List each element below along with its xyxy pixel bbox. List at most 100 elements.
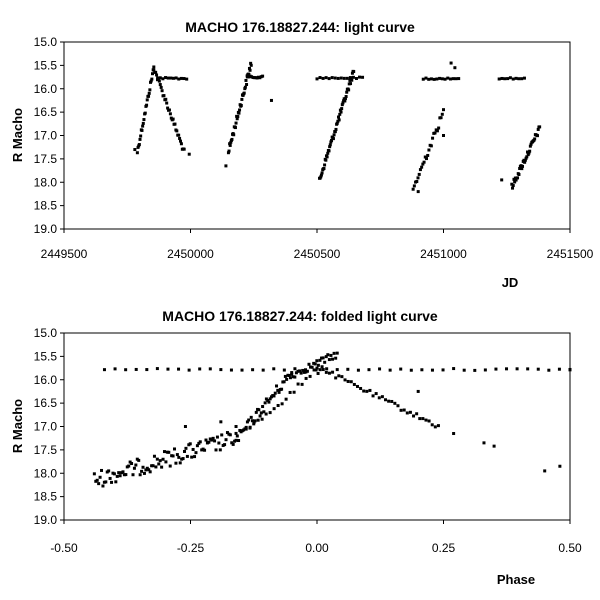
data-point: [304, 368, 307, 372]
data-point: [518, 166, 522, 170]
data-point: [169, 76, 173, 80]
data-point: [249, 415, 253, 419]
data-point: [267, 400, 271, 404]
data-point: [167, 450, 171, 454]
data-point: [238, 108, 242, 112]
data-point: [517, 77, 521, 81]
data-point: [344, 95, 348, 99]
data-point: [293, 375, 297, 379]
data-point: [240, 97, 244, 101]
data-point: [393, 401, 397, 405]
data-point: [130, 462, 134, 466]
data-point: [224, 438, 228, 442]
data-point: [198, 367, 202, 371]
data-point: [319, 173, 323, 177]
data-point: [517, 172, 521, 176]
data-point: [429, 144, 433, 148]
data-point: [173, 122, 177, 126]
data-point: [301, 368, 305, 372]
data-point: [326, 353, 330, 357]
y-tick-label: 18.0: [34, 466, 58, 480]
data-point: [147, 94, 151, 98]
data-point: [324, 355, 328, 359]
data-point: [290, 371, 294, 375]
data-point: [177, 133, 181, 137]
data-point: [320, 365, 324, 369]
data-point: [291, 375, 295, 379]
data-point: [535, 134, 539, 138]
data-point: [104, 480, 108, 484]
data-point: [155, 73, 159, 77]
data-point: [249, 61, 253, 65]
data-point: [433, 131, 437, 135]
data-point: [427, 148, 431, 152]
data-point: [152, 454, 156, 458]
data-point: [436, 424, 440, 428]
data-point: [195, 444, 199, 448]
data-point: [228, 143, 232, 147]
data-point: [282, 380, 286, 384]
data-point: [430, 368, 434, 372]
data-point: [133, 148, 137, 152]
data-point: [411, 187, 415, 191]
data-point: [158, 76, 162, 80]
data-point: [452, 367, 456, 371]
data-point: [443, 77, 447, 81]
data-point: [330, 138, 334, 142]
data-point: [237, 111, 241, 115]
y-tick-label: 17.0: [34, 129, 58, 143]
data-point: [505, 367, 509, 371]
data-point: [384, 398, 388, 402]
data-point: [304, 376, 308, 380]
data-point: [137, 143, 141, 147]
y-tick-labels: 15.0 15.5 16.0 16.5 17.0 17.5 18.0 18.5 19.0: [34, 326, 64, 527]
data-point: [378, 367, 382, 371]
data-point: [145, 98, 149, 102]
data-point: [276, 388, 280, 392]
y-tick-label: 19.0: [34, 513, 58, 527]
data-point: [272, 407, 276, 411]
data-point: [333, 130, 337, 134]
data-point: [408, 410, 412, 414]
data-point: [113, 367, 117, 371]
data-point: [247, 66, 251, 70]
data-point: [536, 127, 540, 131]
data-point: [287, 373, 291, 377]
data-point: [148, 470, 152, 474]
data-point: [220, 433, 224, 437]
data-point: [237, 439, 241, 443]
data-point: [171, 117, 175, 121]
data-point: [197, 441, 201, 445]
data-point: [314, 368, 318, 372]
data-point: [157, 462, 161, 466]
data-point: [140, 128, 144, 132]
data-point: [568, 367, 572, 371]
data-point: [515, 367, 519, 371]
data-point: [151, 464, 155, 468]
data-point: [399, 367, 403, 371]
y-tick-label: 17.0: [34, 420, 58, 434]
data-point: [331, 370, 335, 374]
data-point: [558, 464, 562, 468]
data-point: [165, 101, 169, 105]
y-tick-label: 17.5: [34, 152, 58, 166]
data-point: [218, 448, 222, 452]
data-point: [324, 158, 328, 162]
data-point: [323, 163, 327, 167]
data-point: [405, 411, 409, 415]
data-points: [133, 61, 542, 194]
data-point: [536, 367, 540, 371]
data-point: [315, 77, 319, 81]
data-point: [230, 137, 234, 141]
data-point: [345, 76, 349, 80]
data-point: [543, 469, 547, 473]
data-point: [154, 465, 158, 469]
data-point: [513, 180, 517, 184]
data-point: [207, 440, 211, 444]
data-point: [339, 76, 343, 80]
data-point: [331, 137, 335, 141]
data-point: [95, 478, 99, 482]
data-point: [371, 394, 375, 398]
data-point: [341, 101, 345, 105]
data-point: [124, 473, 128, 477]
